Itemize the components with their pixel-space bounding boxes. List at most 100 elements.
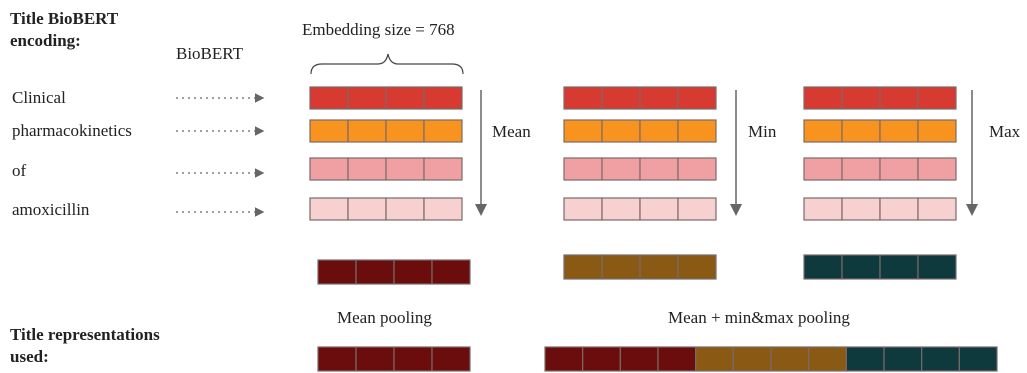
token-vector [563, 119, 717, 143]
embedding-cell [601, 254, 641, 280]
token-label: Clinical [12, 88, 66, 107]
embedding-cell [309, 119, 349, 143]
embedding-cell [563, 254, 603, 280]
embedding-cell [431, 259, 471, 285]
token-label: pharmacokinetics [12, 121, 132, 140]
embedding-cell [355, 259, 395, 285]
token-arrows [176, 93, 265, 217]
embedding-cell [601, 86, 641, 110]
token-vector [563, 197, 717, 221]
embedding-cell [695, 346, 734, 372]
embedding-cell [677, 157, 717, 181]
embedding-cell [317, 259, 357, 285]
mean-minmax-pooling-representation [544, 346, 998, 372]
embedding-cell [677, 254, 717, 280]
token-vector [563, 86, 717, 110]
min-arrow-label: Min [748, 122, 777, 141]
embedding-cell [917, 119, 957, 143]
embedding-cell [423, 197, 463, 221]
embedding-cell [619, 346, 659, 372]
embedding-cell [803, 197, 843, 221]
token-vector [309, 157, 463, 181]
embedding-cell [677, 119, 717, 143]
max-arrow-label: Max [989, 122, 1021, 141]
max-result-vector [803, 254, 957, 280]
embedding-cell [431, 346, 471, 372]
embedding-cell [393, 259, 433, 285]
mean-result-vector [317, 259, 471, 285]
mean-minmax-pooling-label: Mean + min&max pooling [668, 308, 850, 327]
token-vector [803, 157, 957, 181]
embedding-cell [309, 197, 349, 221]
embedding-cell [601, 157, 641, 181]
embedding-cell [879, 157, 919, 181]
embedding-cell [803, 254, 843, 280]
embedding-cell [732, 346, 772, 372]
token-vector [309, 197, 463, 221]
embedding-cell [385, 119, 425, 143]
token-vector [309, 86, 463, 110]
embedding-cell [808, 346, 847, 372]
embedding-cell [883, 346, 923, 372]
embedding-cell [841, 254, 881, 280]
embedding-brace [310, 53, 464, 75]
embedding-cell [309, 157, 349, 181]
embedding-cell [921, 346, 960, 372]
mean-pooling-label: Mean pooling [337, 308, 432, 327]
title-representations-heading: Title representations used: [10, 324, 160, 368]
embedding-cell [917, 254, 957, 280]
embedding-cell [803, 157, 843, 181]
embedding-cell [347, 86, 387, 110]
embedding-cell [639, 86, 679, 110]
token-label: amoxicillin [12, 200, 90, 219]
embedding-cell [385, 86, 425, 110]
embedding-cell [563, 119, 603, 143]
embedding-cell [347, 157, 387, 181]
mean-pooling-representation [317, 346, 471, 372]
title-repr-line2: used: [10, 347, 49, 366]
token-vector [803, 197, 957, 221]
title-encoding-line1: Title BioBERT [10, 9, 119, 28]
embedding-cell [841, 119, 881, 143]
embedding-cell [347, 119, 387, 143]
token-vector [309, 119, 463, 143]
embedding-cell [544, 346, 584, 372]
embedding-cell [677, 197, 717, 221]
token-vector [803, 86, 957, 110]
min-result-vector [563, 254, 717, 280]
embedding-cell [803, 86, 843, 110]
embedding-cell [958, 346, 998, 372]
embedding-cell [803, 119, 843, 143]
embedding-cell [347, 197, 387, 221]
embedding-cell [841, 86, 881, 110]
embedding-cell [393, 346, 433, 372]
embedding-cell [845, 346, 885, 372]
embedding-cell [917, 157, 957, 181]
embedding-cell [879, 86, 919, 110]
mean-arrow-label: Mean [492, 122, 531, 141]
biobert-label: BioBERT [176, 44, 243, 63]
embedding-cell [841, 157, 881, 181]
embedding-cell [841, 197, 881, 221]
embedding-cell [423, 157, 463, 181]
embedding-cell [601, 197, 641, 221]
token-label: of [12, 161, 27, 180]
embedding-cell [917, 197, 957, 221]
embedding-cell [582, 346, 621, 372]
embedding-cell [639, 157, 679, 181]
embedding-cell [601, 119, 641, 143]
embedding-cell [563, 86, 603, 110]
embedding-cell [309, 86, 349, 110]
embedding-cell [639, 254, 679, 280]
embedding-cell [639, 119, 679, 143]
embedding-cell [917, 86, 957, 110]
pooling-arrows [475, 90, 978, 216]
embedding-cell [385, 197, 425, 221]
title-repr-line1: Title representations [10, 325, 160, 344]
token-vector [803, 119, 957, 143]
embedding-cell [879, 197, 919, 221]
title-encoding-heading: Title BioBERT encoding: [10, 8, 118, 52]
title-encoding-line2: encoding: [10, 31, 81, 50]
embedding-cell [879, 254, 919, 280]
